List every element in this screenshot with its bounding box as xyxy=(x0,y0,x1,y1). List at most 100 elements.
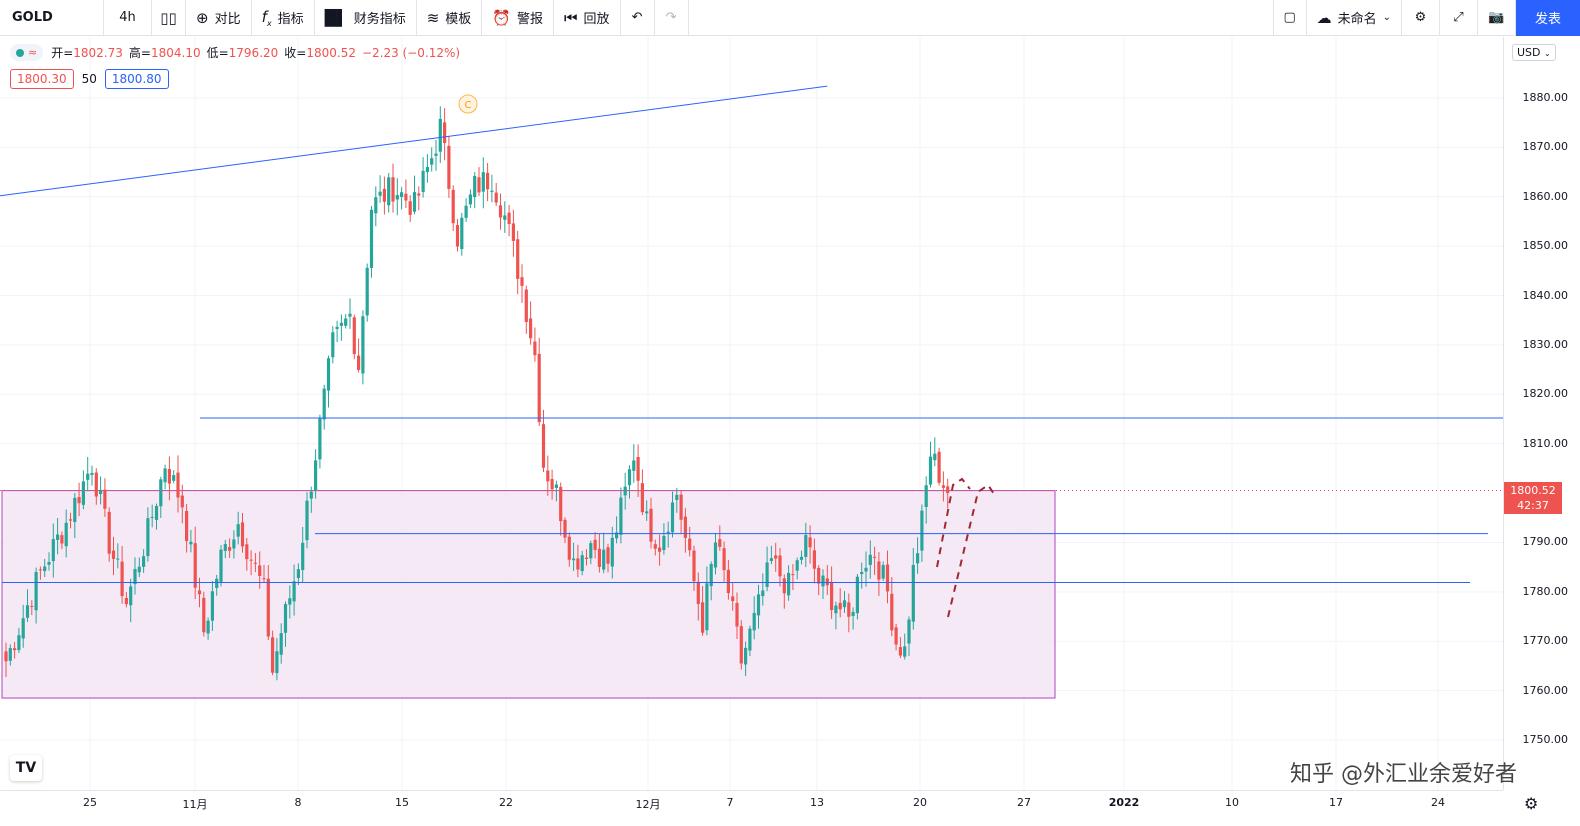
candle-body-32 xyxy=(142,556,146,567)
candle-body-183 xyxy=(791,574,795,576)
candle-body-37 xyxy=(163,468,167,483)
candle-body-44 xyxy=(193,543,197,588)
time-label: 22 xyxy=(499,796,513,809)
candle-body-190 xyxy=(821,575,825,587)
candle-body-173 xyxy=(748,628,752,651)
undo-button[interactable]: ↶ xyxy=(621,0,655,36)
candle-body-70 xyxy=(305,500,309,541)
candle-body-131 xyxy=(567,536,571,560)
candle-body-2 xyxy=(13,648,17,651)
price-label: 1780.00 xyxy=(1522,584,1569,598)
candle-body-18 xyxy=(81,481,85,505)
candle-body-62 xyxy=(271,637,275,673)
candle-body-198 xyxy=(855,576,859,614)
interval-button[interactable]: 4h xyxy=(104,0,152,36)
layout-button[interactable]: ▢ xyxy=(1272,0,1307,36)
chart-type-button[interactable]: ▯▯ xyxy=(152,0,186,36)
bid-price-button[interactable]: 1800.30 xyxy=(10,69,74,89)
candle-body-27 xyxy=(120,561,124,597)
time-label: 8 xyxy=(294,796,302,809)
settings-button[interactable]: ⚙ xyxy=(1402,0,1440,36)
time-label: 27 xyxy=(1017,796,1031,809)
compare-button[interactable]: ⊕ 对比 xyxy=(186,0,252,36)
candle-body-175 xyxy=(756,594,761,616)
candle-body-82 xyxy=(357,355,361,370)
candle-body-111 xyxy=(481,172,485,192)
candle-body-22 xyxy=(99,489,103,495)
candle-body-168 xyxy=(726,569,730,594)
candle-body-98 xyxy=(425,167,429,173)
financials-button[interactable]: █▌ 财务指标 xyxy=(315,0,417,36)
candle-body-8 xyxy=(38,569,42,571)
candle-body-110 xyxy=(477,177,481,193)
candle-body-84 xyxy=(365,267,369,316)
candle-body-52 xyxy=(228,547,232,551)
candle-body-151 xyxy=(653,544,657,549)
candle-body-4 xyxy=(21,618,25,639)
function-icon: fx xyxy=(261,7,272,28)
candle-body-67 xyxy=(292,581,296,602)
candle-body-75 xyxy=(326,358,331,391)
legend-toggle[interactable]: ≈ xyxy=(10,44,44,61)
candle-body-46 xyxy=(202,597,206,633)
candle-body-66 xyxy=(288,598,292,605)
candle-body-119 xyxy=(516,239,520,279)
candle-body-160 xyxy=(692,550,696,582)
price-axis[interactable]: 1880.00 1870.00 1860.00 1850.00 1840.00 1830.… xyxy=(1503,37,1580,790)
price-label: 1830.00 xyxy=(1522,337,1569,351)
candle-body-135 xyxy=(584,557,589,559)
candle-body-73 xyxy=(318,418,322,460)
candle-body-85 xyxy=(369,209,374,268)
candle-body-186 xyxy=(804,535,808,557)
redo-button[interactable]: ↷ xyxy=(655,0,689,36)
candle-body-170 xyxy=(735,602,739,627)
candle-body-78 xyxy=(339,322,343,326)
candle-body-91 xyxy=(395,194,399,200)
time-axis[interactable] xyxy=(0,790,1503,826)
candle-body-14 xyxy=(64,522,68,547)
candle-body-103 xyxy=(447,145,451,189)
price-label: 1850.00 xyxy=(1522,239,1569,253)
publish-button[interactable]: 发表 xyxy=(1516,0,1580,36)
candle-body-65 xyxy=(283,604,288,633)
candle-body-194 xyxy=(838,602,842,610)
candle-body-206 xyxy=(890,593,894,631)
layout-name-button[interactable]: ☁ 未命名 ⌄ xyxy=(1307,0,1402,36)
candle-body-138 xyxy=(597,548,601,567)
candle-body-81 xyxy=(352,317,356,355)
cloud-icon: ☁ xyxy=(1316,8,1332,27)
templates-button[interactable]: ≋ 模板 xyxy=(417,0,483,36)
candle-body-104 xyxy=(451,189,455,224)
currency-selector[interactable]: USD ⌄ xyxy=(1512,44,1556,61)
close-value: 1800.52 xyxy=(306,45,356,60)
candle-body-68 xyxy=(296,569,300,579)
ask-price-button[interactable]: 1800.80 xyxy=(104,69,169,89)
candle-body-93 xyxy=(404,193,408,201)
indicators-button[interactable]: fx 指标 xyxy=(252,0,315,36)
snapshot-button[interactable]: 📷 xyxy=(1478,0,1516,36)
candle-body-139 xyxy=(602,549,606,570)
candle-body-10 xyxy=(47,562,51,565)
candle-body-129 xyxy=(559,486,563,522)
tradingview-logo[interactable]: TV xyxy=(10,755,42,781)
candle-body-193 xyxy=(834,605,838,614)
axis-settings-button[interactable]: ⚙ xyxy=(1524,794,1538,813)
candle-body-95 xyxy=(412,192,417,212)
bar-countdown: 42:37 xyxy=(1517,499,1549,512)
symbol-search-button[interactable]: GOLD xyxy=(0,0,104,36)
alerts-button[interactable]: ⏰ 警报 xyxy=(482,0,555,36)
fullscreen-button[interactable]: ⤢ xyxy=(1440,0,1478,36)
price-chart[interactable]: C xyxy=(0,37,1503,790)
candle-body-56 xyxy=(245,544,249,560)
candle-body-57 xyxy=(249,559,253,561)
candle-body-177 xyxy=(765,562,769,587)
candle-body-55 xyxy=(240,522,245,547)
trendline xyxy=(0,85,828,197)
candle-body-1 xyxy=(8,648,12,661)
candle-body-164 xyxy=(709,563,713,587)
candle-body-106 xyxy=(460,217,464,250)
candle-body-141 xyxy=(610,537,614,567)
replay-button[interactable]: ⏮ 回放 xyxy=(554,0,621,36)
redo-icon: ↷ xyxy=(665,10,677,25)
candle-body-125 xyxy=(541,424,546,468)
